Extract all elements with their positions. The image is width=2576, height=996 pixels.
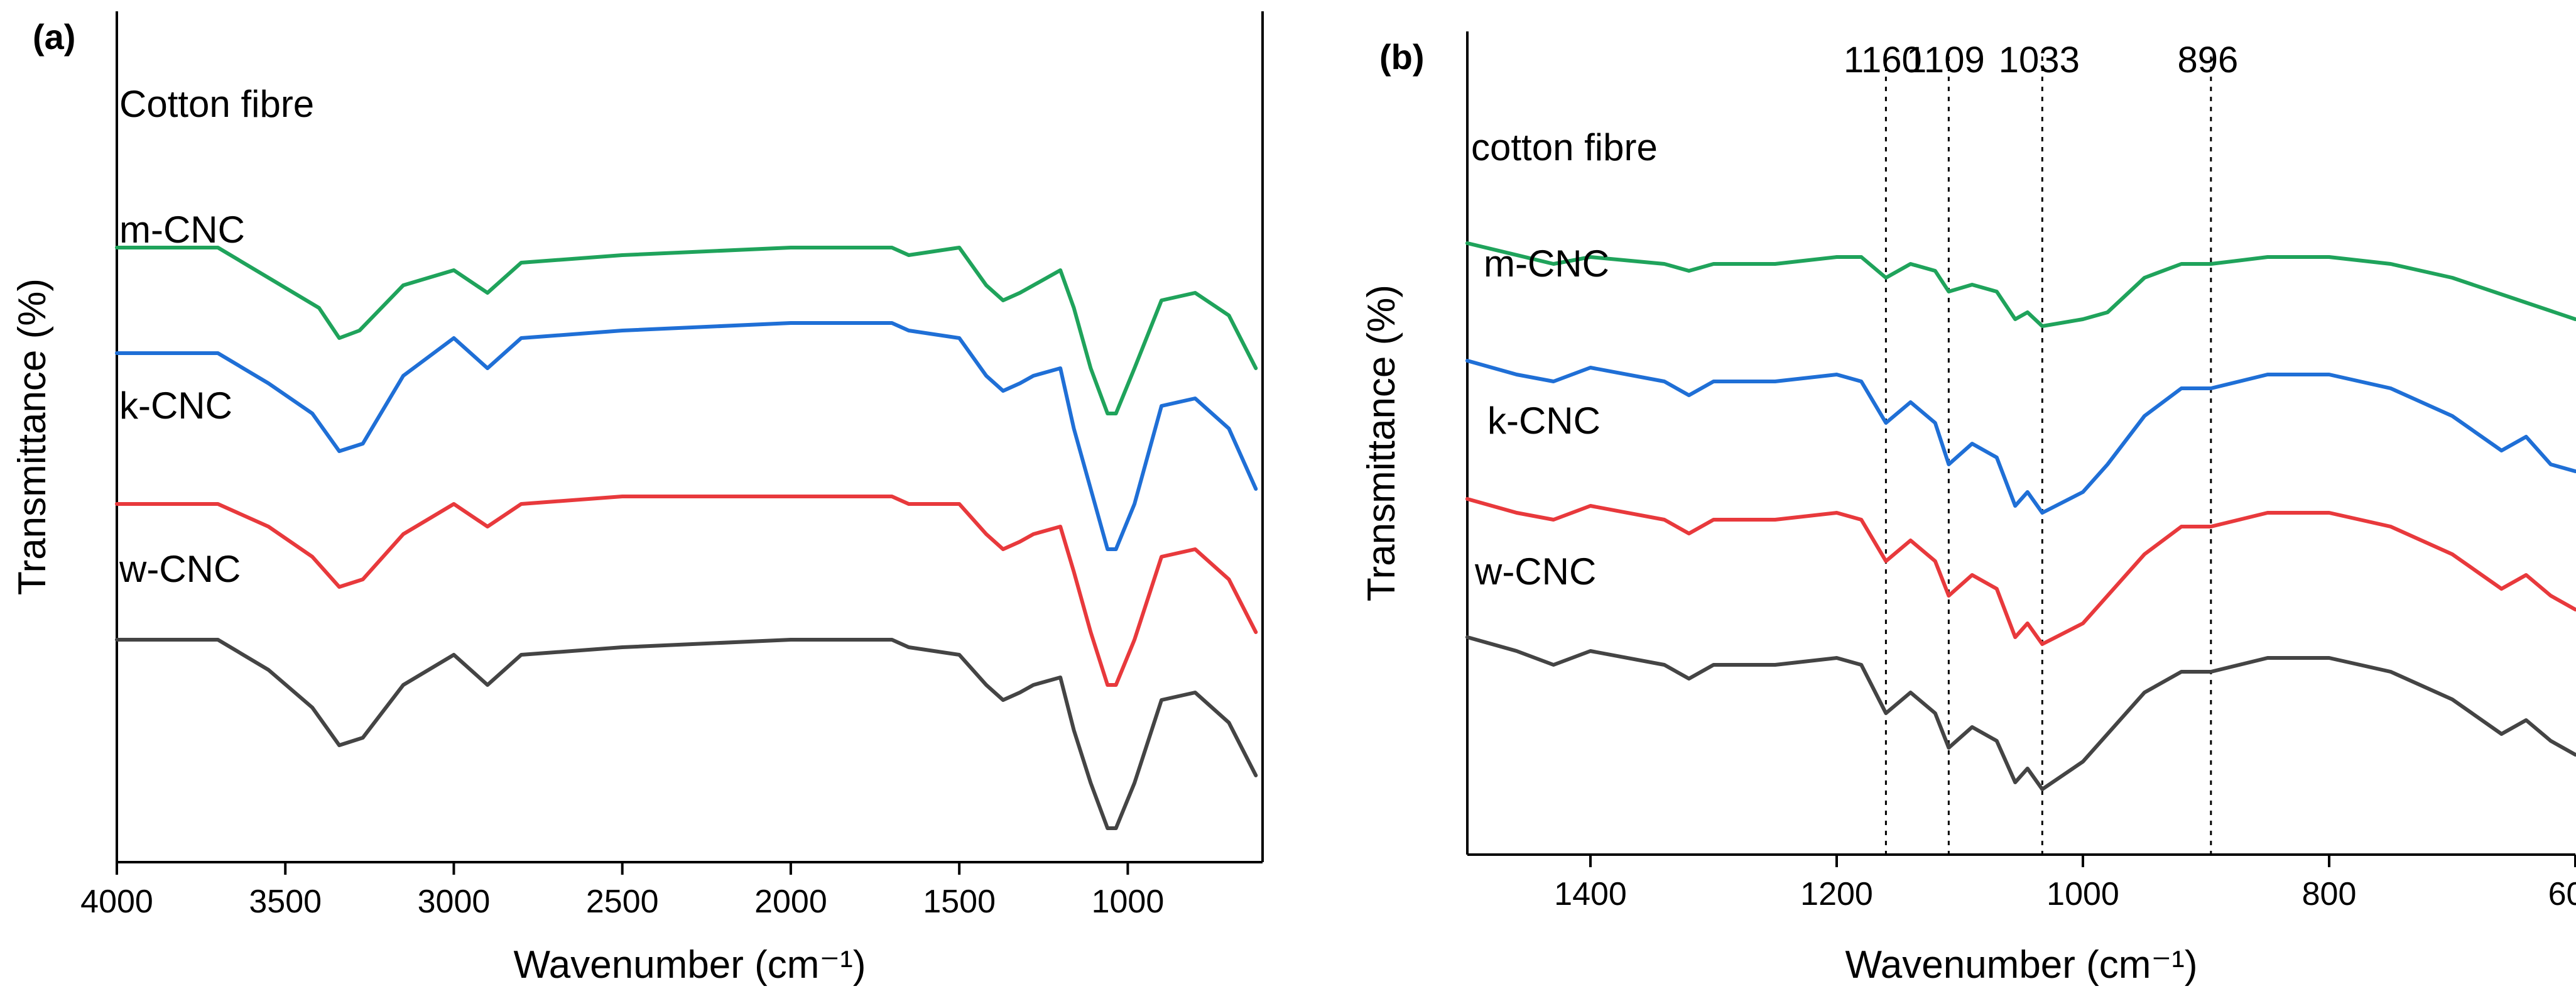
series-label-cotton-fibre: Cotton fibre bbox=[119, 83, 314, 125]
peak-label: 1109 bbox=[1906, 40, 1985, 80]
series-line-w-cnc bbox=[115, 638, 1258, 830]
x-tick-label: 1000 bbox=[1092, 884, 1165, 920]
series-line-cotton-fibre bbox=[1465, 241, 2576, 328]
panel-b-x-axis-title: Wavenumber (cm⁻¹) bbox=[1845, 943, 2198, 987]
panel-a-label: (a) bbox=[33, 17, 75, 57]
panel-b-x-ticks: 1400 1200 1000 800 600 bbox=[1554, 855, 2576, 912]
peak-label: 1160 bbox=[1844, 40, 1922, 80]
peak-label: 1033 bbox=[1999, 40, 2080, 80]
panel-a: (a) 4000 3500 3000 2500 2000 1500 1000 Cotton … bbox=[11, 11, 1264, 987]
series-line-m-cnc bbox=[115, 321, 1258, 551]
panel-b-series bbox=[1465, 241, 2576, 791]
x-tick-label: 1400 bbox=[1554, 876, 1627, 912]
x-tick-label: 4000 bbox=[80, 884, 153, 920]
series-label-k-cnc: k-CNC bbox=[119, 385, 232, 427]
x-tick-label: 3500 bbox=[249, 884, 322, 920]
series-line-w-cnc bbox=[1465, 635, 2576, 791]
series-line-k-cnc bbox=[1465, 497, 2576, 646]
series-line-m-cnc bbox=[1465, 359, 2576, 515]
series-label-w-cnc: w-CNC bbox=[119, 548, 241, 590]
x-tick-label: 600 bbox=[2548, 876, 2576, 912]
series-line-cotton-fibre bbox=[115, 246, 1258, 415]
panel-b-y-axis-title: Transmittance (%) bbox=[1360, 285, 1403, 601]
series-label-w-cnc-b: w-CNC bbox=[1474, 550, 1596, 593]
panel-a-x-ticks: 4000 3500 3000 2500 2000 1500 1000 bbox=[80, 862, 1164, 920]
series-label-k-cnc-b: k-CNC bbox=[1487, 400, 1600, 442]
x-tick-label: 1000 bbox=[2046, 876, 2119, 912]
peak-label: 896 bbox=[2177, 40, 2238, 80]
series-label-m-cnc-b: m-CNC bbox=[1484, 243, 1609, 285]
x-tick-label: 1500 bbox=[923, 884, 996, 920]
panel-a-y-axis-title: Transmittance (%) bbox=[11, 278, 54, 595]
panel-a-x-axis-title: Wavenumber (cm⁻¹) bbox=[514, 943, 866, 987]
panel-b-label: (b) bbox=[1379, 37, 1425, 77]
x-tick-label: 1200 bbox=[1800, 876, 1873, 912]
series-label-m-cnc: m-CNC bbox=[119, 209, 245, 251]
x-tick-label: 3000 bbox=[418, 884, 491, 920]
series-line-k-cnc bbox=[115, 495, 1258, 687]
x-tick-label: 2500 bbox=[586, 884, 659, 920]
x-tick-label: 800 bbox=[2302, 876, 2357, 912]
series-label-cotton-fibre-b: cotton fibre bbox=[1471, 126, 1658, 168]
x-tick-label: 2000 bbox=[754, 884, 827, 920]
panel-a-series bbox=[115, 246, 1258, 830]
